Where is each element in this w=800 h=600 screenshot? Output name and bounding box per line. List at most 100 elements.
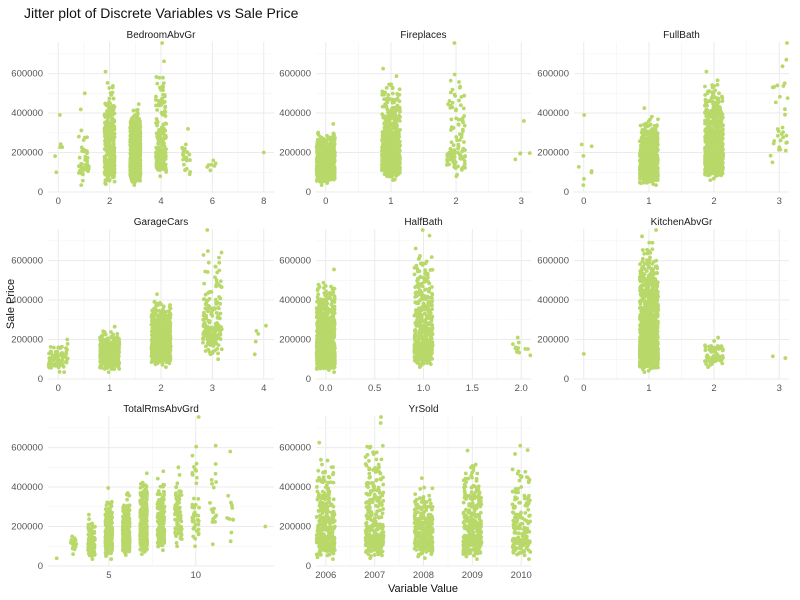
data-point	[449, 117, 454, 122]
data-point	[155, 120, 160, 125]
data-point	[395, 133, 400, 138]
y-tick-label: 0	[564, 187, 569, 198]
data-point	[53, 349, 58, 354]
data-point	[720, 156, 724, 161]
data-point	[719, 120, 723, 125]
data-point	[330, 176, 334, 181]
data-point	[461, 155, 466, 160]
data-point	[708, 171, 713, 176]
data-point	[130, 123, 135, 128]
data-point	[714, 126, 719, 131]
data-point	[704, 157, 709, 162]
data-point	[82, 91, 87, 96]
data-point	[770, 160, 775, 165]
data-point	[380, 153, 385, 158]
data-point	[161, 126, 165, 130]
data-point	[589, 169, 594, 173]
data-point	[131, 149, 136, 154]
data-point	[452, 41, 457, 45]
y-tick-label: 600000	[11, 69, 43, 80]
data-point	[397, 118, 402, 123]
data-point	[60, 145, 65, 150]
data-point	[319, 183, 324, 187]
data-point	[710, 151, 715, 155]
data-point	[112, 164, 117, 169]
figure-title: Jitter plot of Discrete Variables vs Sal…	[24, 5, 299, 21]
data-point	[162, 99, 167, 104]
data-point	[380, 112, 385, 117]
x-tick-label: 1	[388, 196, 393, 207]
data-point	[136, 164, 140, 169]
data-point	[163, 104, 168, 109]
data-point	[110, 151, 115, 155]
data-point	[154, 162, 159, 167]
data-point	[711, 157, 716, 161]
data-point	[704, 114, 709, 119]
data-point	[778, 94, 782, 99]
data-point	[705, 91, 710, 96]
data-point	[654, 137, 659, 142]
data-point	[105, 149, 110, 154]
data-point	[154, 150, 158, 155]
data-point	[136, 102, 141, 107]
data-point	[445, 162, 450, 167]
data-point	[705, 103, 709, 108]
data-point	[389, 141, 394, 146]
data-point	[108, 364, 112, 369]
data-point	[211, 158, 216, 163]
data-point	[157, 146, 161, 151]
data-point	[655, 156, 660, 161]
data-point	[331, 145, 336, 150]
data-point	[130, 116, 134, 121]
data-point	[383, 90, 388, 95]
data-point	[112, 135, 117, 140]
data-point	[104, 161, 109, 166]
data-point	[716, 96, 721, 101]
data-point	[579, 142, 584, 147]
data-point	[322, 149, 327, 154]
data-point	[772, 139, 777, 143]
data-point	[457, 80, 461, 84]
data-point	[397, 152, 401, 157]
data-point	[713, 174, 718, 179]
data-point	[110, 83, 115, 88]
x-tick-label: 4	[158, 196, 163, 207]
data-point	[80, 170, 85, 174]
data-point	[101, 353, 106, 358]
data-point	[206, 163, 211, 167]
data-point	[582, 113, 587, 117]
x-tick-label: 1	[646, 196, 651, 207]
data-point	[703, 118, 707, 123]
data-point	[133, 143, 138, 148]
data-point	[389, 134, 394, 139]
data-point	[392, 119, 397, 124]
data-point	[103, 157, 108, 162]
data-point	[154, 155, 159, 160]
data-point	[137, 140, 142, 144]
data-point	[453, 150, 458, 155]
data-point	[163, 110, 168, 114]
data-point	[64, 355, 68, 360]
data-point	[112, 153, 117, 158]
data-point	[104, 121, 109, 126]
data-point	[385, 156, 390, 160]
data-point	[393, 147, 398, 152]
data-point	[712, 84, 717, 89]
data-point	[77, 164, 81, 169]
data-point	[158, 174, 163, 179]
data-point	[380, 130, 385, 135]
data-point	[397, 99, 402, 104]
data-point	[703, 153, 708, 157]
data-point	[458, 103, 463, 108]
data-point	[187, 152, 192, 157]
x-tick-label: 2	[107, 196, 112, 207]
data-point	[80, 149, 85, 153]
data-point	[460, 167, 464, 172]
data-point	[137, 161, 142, 166]
data-point	[133, 157, 138, 162]
data-point	[382, 134, 387, 139]
data-point	[103, 357, 107, 362]
data-point	[784, 140, 789, 145]
data-point	[99, 365, 104, 370]
